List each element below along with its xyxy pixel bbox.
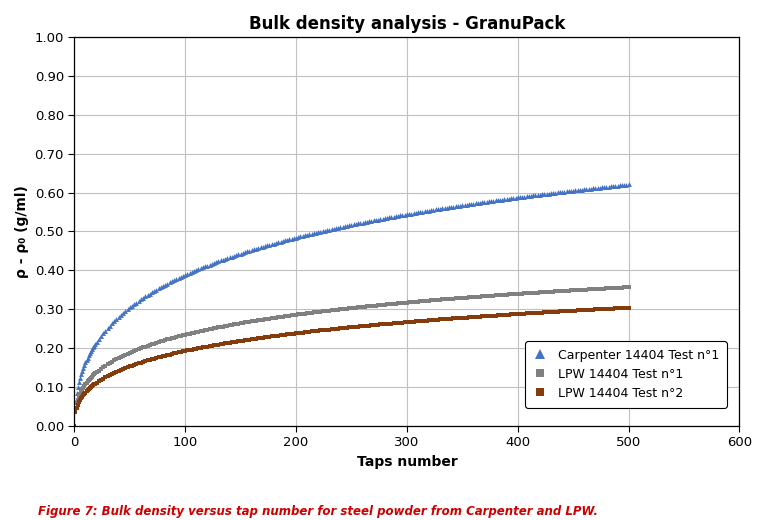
LPW 14404 Test n°2 <box>70 423 79 429</box>
Carpenter 14404 Test n°1 <box>624 181 634 188</box>
LPW 14404 Test n°2 <box>347 324 356 330</box>
Carpenter 14404 Test n°1 <box>92 339 101 345</box>
LPW 14404 Test n°1 <box>87 373 97 380</box>
Line: Carpenter 14404 Test n°1: Carpenter 14404 Test n°1 <box>72 182 631 428</box>
LPW 14404 Test n°1 <box>92 369 101 375</box>
LPW 14404 Test n°2 <box>92 380 101 386</box>
LPW 14404 Test n°2 <box>247 336 256 342</box>
Carpenter 14404 Test n°1 <box>261 243 270 249</box>
Line: LPW 14404 Test n°1: LPW 14404 Test n°1 <box>72 285 630 428</box>
Line: LPW 14404 Test n°2: LPW 14404 Test n°2 <box>72 306 630 428</box>
Carpenter 14404 Test n°1 <box>87 346 97 353</box>
LPW 14404 Test n°2 <box>624 305 634 311</box>
LPW 14404 Test n°1 <box>347 305 356 311</box>
Carpenter 14404 Test n°1 <box>70 423 79 429</box>
Y-axis label: ρ - ρ₀ (g/ml): ρ - ρ₀ (g/ml) <box>15 185 29 278</box>
LPW 14404 Test n°1 <box>247 318 256 324</box>
X-axis label: Taps number: Taps number <box>357 454 457 469</box>
LPW 14404 Test n°1 <box>540 289 549 295</box>
LPW 14404 Test n°1 <box>261 316 270 322</box>
Carpenter 14404 Test n°1 <box>540 191 549 197</box>
Carpenter 14404 Test n°1 <box>347 222 356 228</box>
Legend: Carpenter 14404 Test n°1, LPW 14404 Test n°1, LPW 14404 Test n°2: Carpenter 14404 Test n°1, LPW 14404 Test… <box>525 341 726 408</box>
LPW 14404 Test n°1 <box>624 284 634 290</box>
LPW 14404 Test n°2 <box>87 383 97 389</box>
LPW 14404 Test n°2 <box>540 309 549 316</box>
Text: Figure 7: Bulk density versus tap number for steel powder from Carpenter and LPW: Figure 7: Bulk density versus tap number… <box>38 505 598 518</box>
LPW 14404 Test n°1 <box>70 423 79 429</box>
LPW 14404 Test n°2 <box>261 334 270 341</box>
Title: Bulk density analysis - GranuPack: Bulk density analysis - GranuPack <box>249 15 565 33</box>
Carpenter 14404 Test n°1 <box>247 247 256 253</box>
